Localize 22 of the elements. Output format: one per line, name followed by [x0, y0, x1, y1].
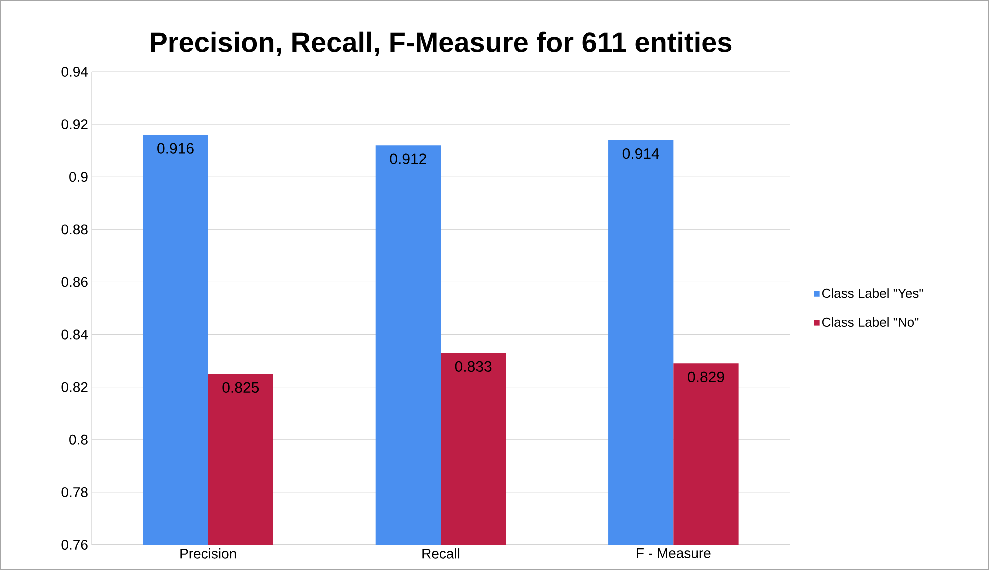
- data-label: 0.916: [158, 143, 194, 154]
- y-tick-label: 0.84: [62, 330, 88, 340]
- y-tick-label: 0.94: [62, 67, 88, 77]
- x-tick-label: F - Measure: [637, 548, 711, 558]
- data-label: 0.912: [390, 154, 426, 164]
- y-tick-label: 0.82: [62, 382, 88, 392]
- x-tick-label: Precision: [180, 548, 236, 559]
- data-label: 0.833: [455, 361, 492, 372]
- y-tick-label: 0.9: [70, 172, 88, 182]
- legend-label: Class Label "No": [822, 317, 919, 328]
- y-tick-label: 0.8: [70, 434, 88, 445]
- x-tick-label: Recall: [422, 548, 460, 559]
- legend-label: Class Label "Yes": [822, 288, 924, 298]
- data-label: 0.914: [622, 148, 660, 160]
- y-tick-label: 0.86: [62, 277, 88, 288]
- data-label: 0.829: [688, 372, 724, 382]
- y-tick-label: 0.78: [62, 487, 88, 498]
- y-tick-label: 0.76: [62, 540, 88, 550]
- data-label: 0.825: [222, 382, 260, 394]
- chart-title: Precision, Recall, F-Measure for 611 entities: [151, 32, 732, 56]
- y-tick-label: 0.88: [62, 224, 88, 235]
- y-tick-label: 0.92: [62, 120, 88, 130]
